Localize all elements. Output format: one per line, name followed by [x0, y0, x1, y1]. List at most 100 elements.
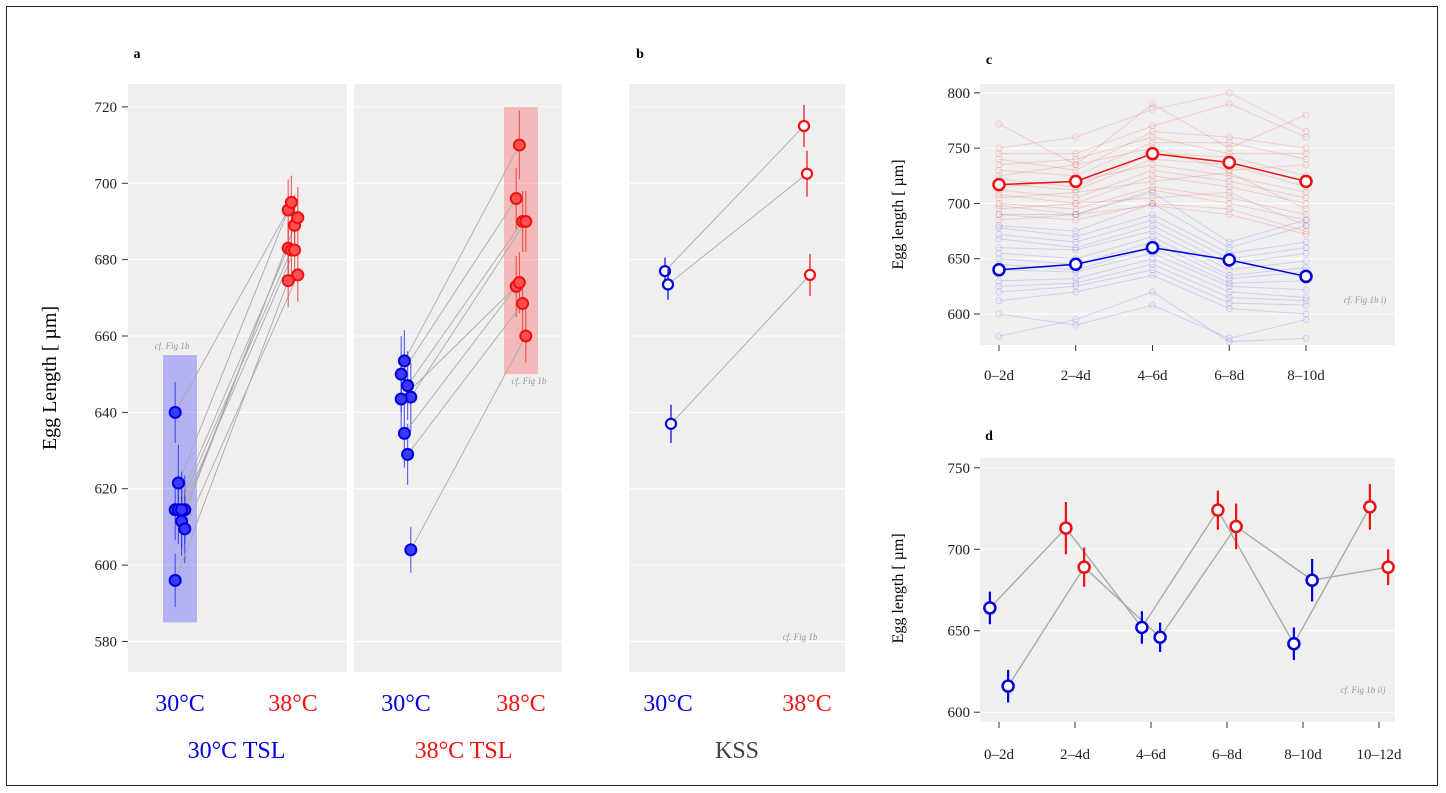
individual-point-red	[1225, 172, 1233, 180]
individual-point-blue	[995, 332, 1003, 340]
point-38c	[516, 297, 530, 311]
individual-point-red	[1149, 105, 1156, 113]
individual-point-red	[1225, 168, 1233, 176]
individual-point-blue	[1072, 238, 1080, 246]
individual-point-red	[1302, 222, 1310, 230]
point-38c	[291, 211, 305, 225]
point-30c	[168, 405, 182, 419]
individual-line-blue	[998, 230, 1307, 271]
point-38c	[512, 276, 526, 290]
x-tick-label-30c: 30°C	[155, 691, 205, 717]
y-tick-label: 700	[948, 196, 971, 212]
individual-point-blue	[1302, 238, 1310, 246]
reference-box-label: cf. Fig 1b	[512, 376, 547, 386]
individual-point-blue	[995, 211, 1003, 218]
individual-point-red	[1302, 205, 1310, 213]
panel-label-b: b	[636, 47, 644, 62]
individual-point-blue	[1302, 216, 1310, 224]
x-axis-label-kss: KSS	[715, 738, 759, 764]
x-tick-label-30c: 30°C	[643, 691, 693, 717]
individual-point-red	[1302, 161, 1310, 169]
pair-link-line	[667, 173, 808, 285]
individual-point-blue	[1225, 299, 1233, 307]
individual-point-red	[1072, 150, 1080, 158]
individual-point-blue	[1225, 334, 1233, 342]
pair-link-line	[407, 221, 523, 386]
mean-point-blue	[1222, 253, 1236, 267]
pair-link-line	[404, 144, 520, 362]
point-38c	[803, 268, 817, 282]
individual-point-blue	[1225, 244, 1233, 252]
individual-point-red	[1072, 155, 1080, 163]
point-30c	[171, 476, 185, 490]
individual-point-red	[995, 155, 1003, 163]
mean-point-blue	[1069, 257, 1083, 272]
individual-point-red	[1225, 89, 1233, 97]
individual-point-red	[1302, 188, 1310, 196]
x-tick-label-38c: 38°C	[782, 691, 832, 717]
individual-point-red	[1149, 122, 1156, 130]
y-tick-label: 580	[95, 634, 118, 650]
individual-point-red	[995, 161, 1003, 169]
individual-point-blue	[1225, 238, 1233, 246]
individual-point-red	[1302, 227, 1310, 235]
point-30c	[397, 426, 411, 440]
individual-point-blue	[995, 297, 1003, 305]
individual-point-red	[1225, 211, 1233, 218]
individual-point-blue	[1225, 282, 1233, 290]
x-tick-label: 4–6d	[1138, 368, 1169, 384]
individual-line-red	[998, 171, 1307, 210]
individual-point-red	[1302, 155, 1310, 163]
point-38c	[284, 195, 298, 209]
individual-point-blue	[995, 230, 1003, 238]
individual-point-red	[995, 166, 1003, 174]
individual-point-blue	[1149, 266, 1156, 274]
individual-point-red	[1072, 133, 1080, 141]
individual-point-red	[1149, 183, 1156, 191]
individual-point-blue	[1302, 316, 1310, 324]
individual-point-red	[1149, 139, 1156, 147]
individual-point-blue	[1072, 288, 1080, 296]
y-tick-label: 720	[95, 100, 118, 116]
individual-point-red	[1302, 133, 1310, 141]
pair-link-line	[664, 125, 805, 272]
individual-point-blue	[1302, 286, 1310, 294]
individual-line-red	[998, 169, 1307, 199]
point-30c	[397, 354, 411, 368]
individual-point-blue	[1149, 255, 1156, 263]
pair-link-line	[410, 335, 527, 551]
individual-point-red	[1302, 194, 1310, 202]
pair-link-line	[174, 280, 289, 581]
individual-point-blue	[1072, 244, 1080, 252]
group-label: 38°C TSL	[415, 738, 513, 764]
y-tick-label: 640	[95, 405, 118, 421]
individual-point-blue	[1149, 288, 1156, 296]
individual-line-red	[998, 92, 1307, 149]
panel-b-background	[629, 84, 845, 672]
individual-line-red	[998, 142, 1307, 177]
individual-point-blue	[1302, 301, 1310, 309]
individual-point-red	[1225, 199, 1233, 207]
individual-line-blue	[998, 219, 1307, 260]
individual-point-blue	[1302, 222, 1310, 230]
individual-point-blue	[1302, 257, 1310, 265]
point-30c	[394, 392, 408, 406]
trajectory-line	[989, 506, 1371, 646]
mean-point-red	[1145, 146, 1160, 161]
x-tick-label: 10–12d	[1357, 747, 1403, 763]
point-30c	[175, 503, 189, 517]
individual-line-blue	[998, 263, 1307, 302]
pair-link-line	[177, 249, 292, 510]
y-tick-label: 650	[948, 624, 971, 640]
individual-point-blue	[1149, 233, 1156, 241]
pair-link-line	[404, 282, 520, 434]
point-30c	[401, 379, 415, 393]
individual-point-red	[1149, 194, 1156, 202]
y-axis-label: Egg length [ µm]	[890, 533, 907, 643]
individual-point-blue	[1302, 310, 1310, 318]
x-tick-label: 8–10d	[1284, 747, 1322, 763]
individual-point-blue	[995, 222, 1003, 230]
x-tick-label: 0–2d	[984, 747, 1015, 763]
individual-point-red	[1302, 150, 1310, 158]
